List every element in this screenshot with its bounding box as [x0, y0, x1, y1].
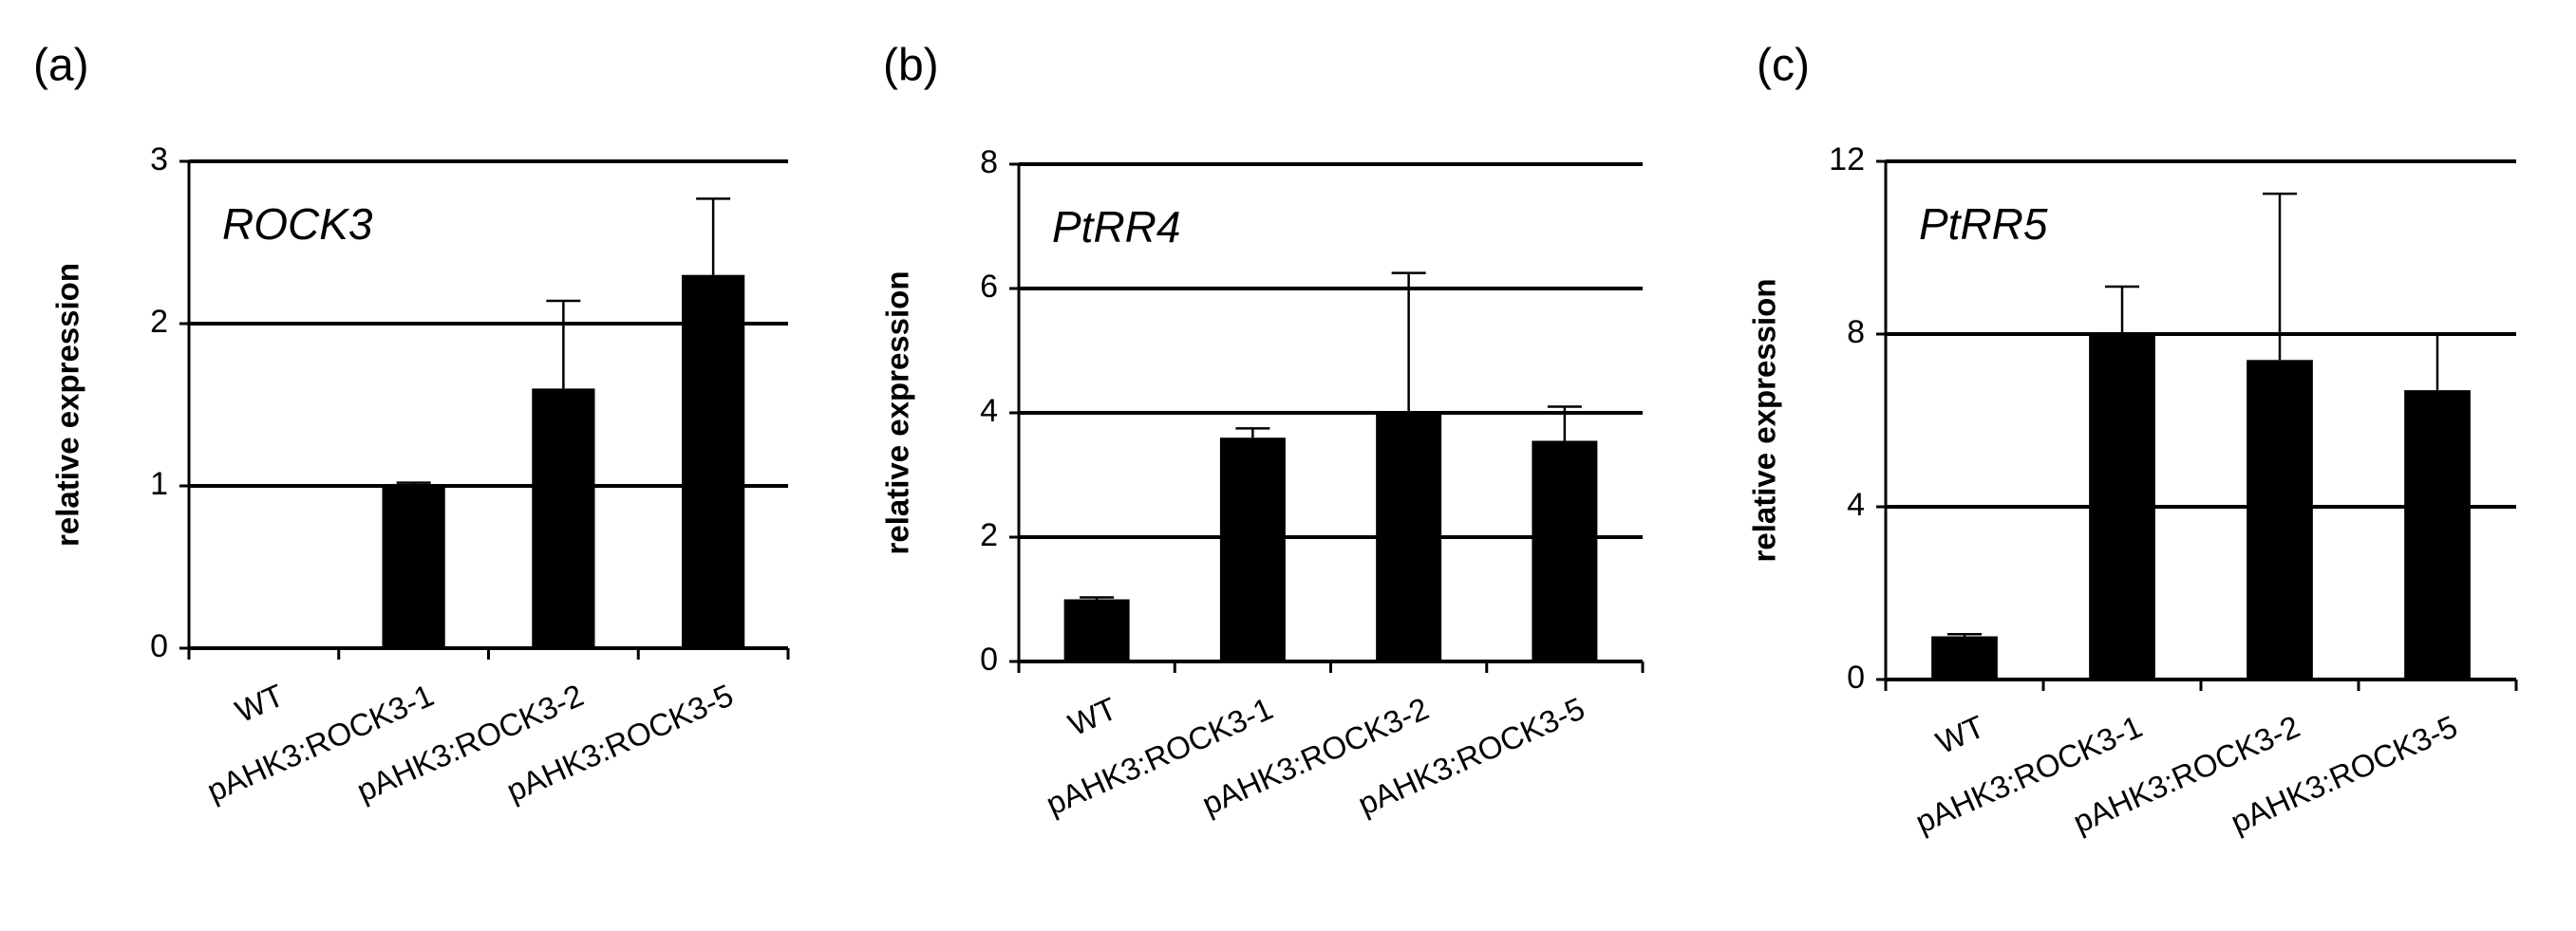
y-tick-label: 2: [150, 304, 168, 340]
y-tick-label: 6: [980, 269, 998, 305]
bar: [2247, 360, 2313, 680]
x-tick-label: WT: [1930, 709, 1989, 761]
bar: [2404, 390, 2471, 680]
y-tick-label: 0: [980, 642, 998, 678]
y-tick-label: 2: [980, 517, 998, 553]
bar: [382, 486, 445, 648]
y-tick-label: 0: [150, 628, 168, 664]
y-tick-label: 1: [150, 466, 168, 502]
x-tick-label: WT: [230, 678, 289, 730]
bar: [1532, 440, 1598, 661]
bar: [1931, 636, 1998, 680]
bar: [2089, 334, 2155, 680]
y-tick-label: 3: [150, 141, 168, 177]
chart-title: PtRR4: [1052, 202, 1180, 251]
y-tick-label: 4: [1847, 487, 1865, 523]
y-axis-label: relative expression: [1747, 279, 1782, 563]
panel-label: (b): [883, 41, 939, 91]
bar: [1376, 413, 1442, 661]
x-tick-label: WT: [1063, 691, 1122, 743]
y-tick-label: 12: [1829, 141, 1865, 177]
y-axis-label: relative expression: [50, 263, 85, 547]
bar: [681, 274, 745, 648]
y-tick-label: 8: [980, 144, 998, 180]
bar: [1219, 438, 1286, 661]
panel-label: (c): [1757, 41, 1810, 91]
chart-title: ROCK3: [222, 199, 373, 249]
bar: [1063, 599, 1130, 661]
bar: [532, 388, 595, 648]
y-tick-label: 4: [980, 393, 998, 429]
y-axis-label: relative expression: [880, 271, 915, 555]
y-tick-label: 0: [1847, 660, 1865, 696]
chart-title: PtRR5: [1919, 199, 2048, 249]
panel-label: (a): [33, 41, 89, 91]
y-tick-label: 8: [1847, 314, 1865, 350]
